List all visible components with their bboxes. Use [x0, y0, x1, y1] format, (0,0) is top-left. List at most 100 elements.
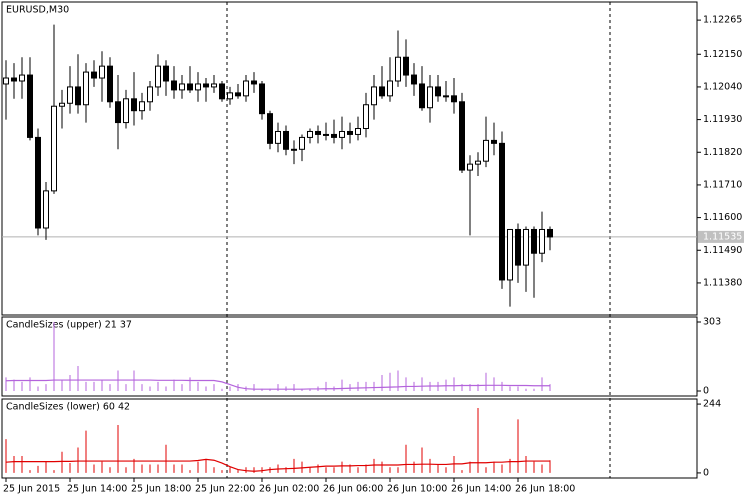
- candle-body: [107, 65, 113, 103]
- candle-body: [203, 83, 209, 88]
- x-tick-label: 25 Jun 18:00: [131, 484, 191, 495]
- average-line: [5, 379, 550, 390]
- candle-body: [147, 86, 153, 103]
- candle-body: [419, 83, 425, 109]
- y-tick-label: 1.11600: [703, 212, 742, 223]
- y-tick-label: 244: [703, 399, 721, 410]
- candle-body: [507, 228, 513, 281]
- candle-body: [299, 136, 305, 150]
- y-tick-label: 0: [703, 467, 709, 478]
- candle-body: [451, 95, 457, 103]
- candle-body: [51, 105, 57, 192]
- upper-pane: [1, 316, 698, 397]
- candle-body: [355, 128, 361, 135]
- x-tick-label: 25 Jun 22:00: [195, 484, 255, 495]
- candle-body: [139, 101, 145, 112]
- candle-body: [475, 160, 481, 165]
- current-price-label: 1.11535: [703, 231, 742, 242]
- candle-body: [467, 163, 473, 171]
- y-tick-label: 1.11930: [703, 114, 742, 125]
- candle-body: [547, 228, 553, 238]
- candle-body: [179, 83, 185, 91]
- candle-body: [515, 228, 521, 266]
- candle-body: [459, 101, 465, 171]
- candle-body: [211, 83, 217, 88]
- candle-body: [67, 86, 73, 104]
- candle-body: [99, 65, 105, 79]
- candle-body: [379, 86, 385, 97]
- x-tick-label: 26 Jun 18:00: [515, 484, 575, 495]
- candle-body: [427, 86, 433, 109]
- lower-pane: [1, 398, 698, 479]
- candle-body: [275, 130, 281, 144]
- y-tick-label: 1.11820: [703, 147, 742, 158]
- candle-body: [163, 65, 169, 82]
- candle-body: [387, 80, 393, 97]
- y-tick-label: 1.12265: [703, 15, 742, 26]
- pane-title: CandleSizes (upper) 21 37: [6, 320, 132, 331]
- candle-body: [347, 130, 353, 135]
- y-tick-label: 1.11490: [703, 245, 742, 256]
- candle-body: [131, 98, 137, 112]
- candle-body: [267, 113, 273, 144]
- candle-body: [531, 228, 537, 254]
- candle-body: [315, 130, 321, 135]
- candle-body: [331, 133, 337, 138]
- y-tick-label: 1.11380: [703, 277, 742, 288]
- candle-body: [43, 190, 49, 229]
- candle-body: [283, 130, 289, 150]
- candle-body: [339, 130, 345, 138]
- y-tick-label: 303: [703, 317, 721, 328]
- x-tick-label: 26 Jun 14:00: [451, 484, 511, 495]
- candle-body: [291, 148, 297, 151]
- candle-body: [403, 56, 409, 76]
- candle-body: [27, 74, 33, 138]
- chart-title: EURUSD,M30: [6, 5, 69, 16]
- main-pane: [1, 1, 698, 316]
- y-tick-label: 1.12150: [703, 49, 742, 60]
- x-tick-label: 25 Jun 2015: [3, 484, 60, 495]
- candle-body: [499, 142, 505, 281]
- x-tick-label: 25 Jun 14:00: [67, 484, 127, 495]
- x-tick-label: 26 Jun 02:00: [259, 484, 319, 495]
- candle-body: [171, 80, 177, 91]
- candle-body: [411, 74, 417, 85]
- x-tick-label: 26 Jun 10:00: [387, 484, 447, 495]
- candle-body: [155, 65, 161, 88]
- candle-body: [395, 56, 401, 82]
- candle-body: [75, 86, 81, 106]
- candle-body: [483, 139, 489, 162]
- candle-body: [539, 228, 545, 254]
- y-tick-label: 1.12040: [703, 81, 742, 92]
- candle-body: [435, 86, 441, 97]
- pane-title: CandleSizes (lower) 60 42: [6, 402, 130, 413]
- candle-body: [363, 104, 369, 130]
- average-line: [5, 458, 550, 472]
- candle-body: [123, 98, 129, 124]
- x-tick-label: 26 Jun 06:00: [323, 484, 383, 495]
- candle-body: [443, 95, 449, 98]
- candle-body: [3, 77, 9, 85]
- candle-body: [19, 74, 25, 82]
- candle-body: [235, 92, 241, 97]
- candle-body: [35, 136, 41, 229]
- candle-body: [83, 71, 89, 106]
- candle-body: [219, 83, 225, 100]
- candle-body: [227, 92, 233, 100]
- candle-body: [91, 71, 97, 79]
- candle-body: [307, 130, 313, 138]
- candle-body: [259, 83, 265, 115]
- current-price-box: [698, 230, 744, 243]
- y-tick-label: 1.11710: [703, 179, 742, 190]
- candle-body: [59, 102, 65, 107]
- candle-body: [371, 86, 377, 106]
- y-tick-label: 0: [703, 385, 709, 396]
- candle-body: [251, 80, 257, 85]
- candle-body: [115, 101, 121, 124]
- candle-body: [323, 133, 329, 136]
- candle-body: [195, 83, 201, 91]
- candle-body: [187, 83, 193, 91]
- candle-body: [243, 80, 249, 97]
- candle-body: [11, 77, 17, 82]
